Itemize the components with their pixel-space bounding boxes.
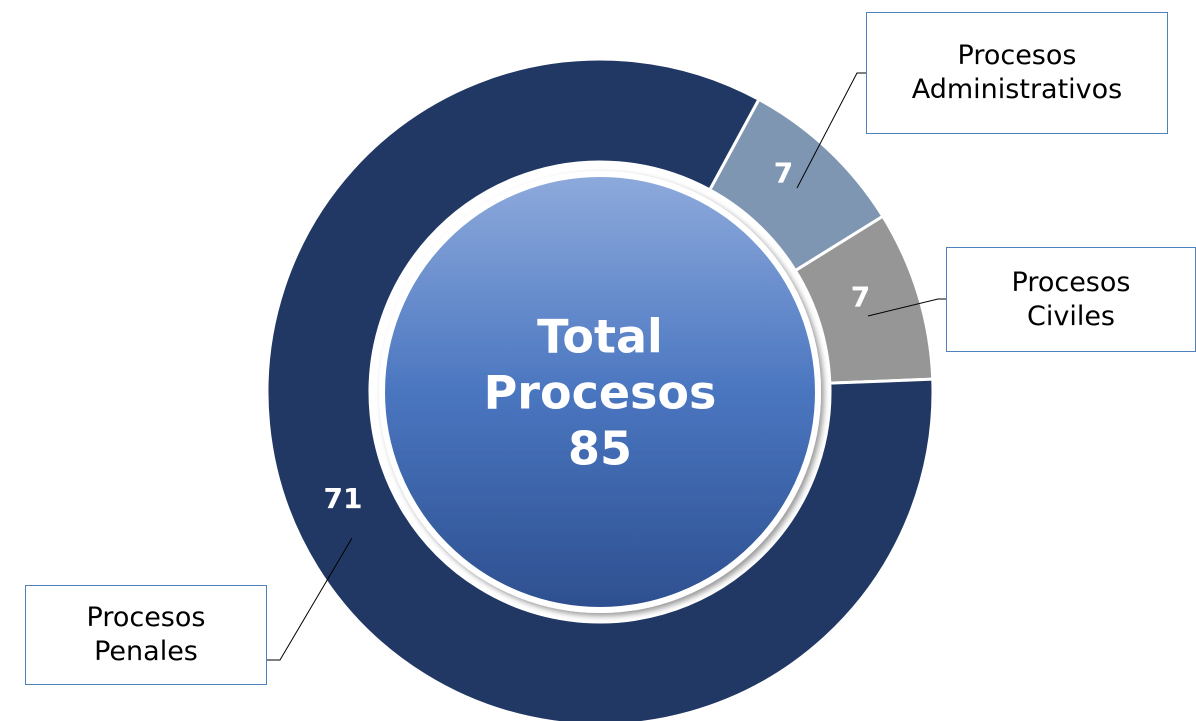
data-label: 71 (324, 482, 363, 515)
data-label: 7 (774, 157, 793, 190)
category-label: Procesos Administrativos (866, 12, 1168, 134)
leader-line (867, 298, 946, 317)
data-labels: 7 7 71 (324, 157, 871, 515)
leader-line (796, 72, 866, 189)
center-text: Procesos (484, 366, 717, 420)
center-disc (379, 171, 821, 613)
center-text: Total (537, 310, 663, 364)
category-label: Procesos Civiles (946, 247, 1196, 352)
center-total: 85 (568, 422, 632, 476)
data-label: 7 (851, 281, 870, 314)
category-label: Procesos Penales (25, 585, 267, 685)
leader-line (267, 537, 353, 661)
